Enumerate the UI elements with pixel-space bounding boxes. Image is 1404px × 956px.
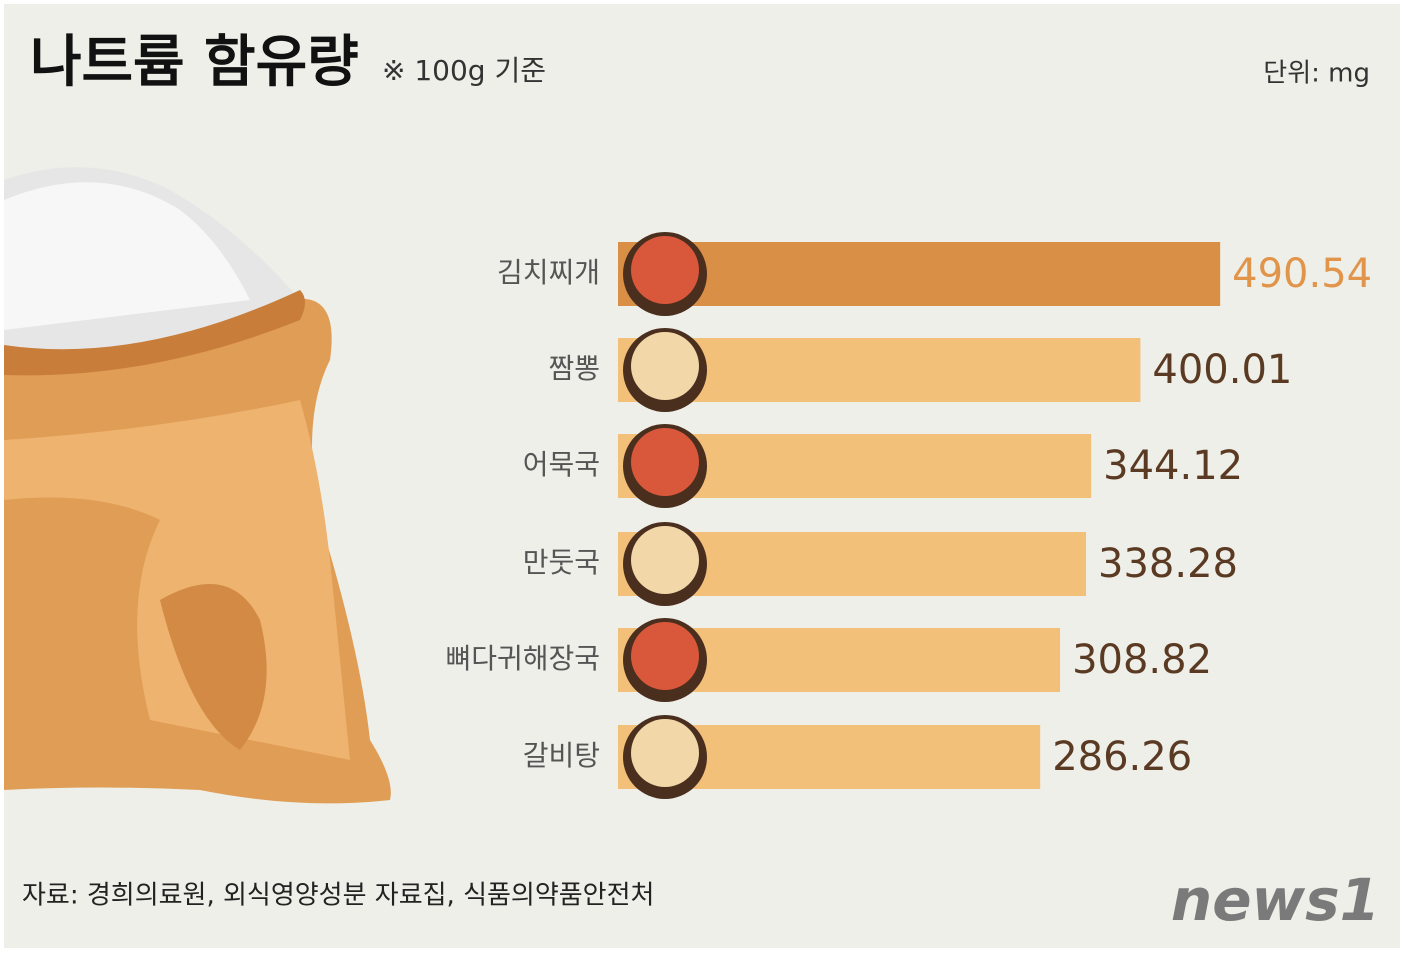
- value-label: 344.12: [1103, 443, 1243, 489]
- value-label: 338.28: [1098, 541, 1238, 587]
- category-label: 뼈다귀해장국: [445, 642, 600, 675]
- bar: [618, 242, 1221, 306]
- unit-label: 단위: mg: [1263, 59, 1370, 89]
- category-label: 김치찌개: [497, 256, 600, 289]
- source: 자료: 경희의료원, 외식영양성분 자료집, 식품의약품안전처: [22, 881, 654, 911]
- bowl-food: [631, 719, 699, 787]
- bowl-food: [631, 526, 699, 594]
- title: 나트륨 함유량: [30, 30, 359, 95]
- value-label: 286.26: [1052, 734, 1192, 780]
- bowl-food: [631, 332, 699, 400]
- bowl-food: [631, 428, 699, 496]
- bowl-food: [631, 622, 699, 690]
- logo: news1: [1171, 866, 1380, 934]
- subtitle: ※ 100g 기준: [382, 54, 546, 87]
- category-label: 어묵국: [523, 448, 600, 481]
- category-label: 짬뽕: [548, 352, 600, 385]
- value-label: 308.82: [1072, 637, 1212, 683]
- value-label: 400.01: [1152, 347, 1292, 393]
- category-label: 갈비탕: [523, 739, 600, 772]
- salt-sack: [4, 167, 391, 804]
- value-label: 490.54: [1232, 251, 1372, 297]
- category-label: 만둣국: [523, 546, 600, 579]
- bowl-food: [631, 236, 699, 304]
